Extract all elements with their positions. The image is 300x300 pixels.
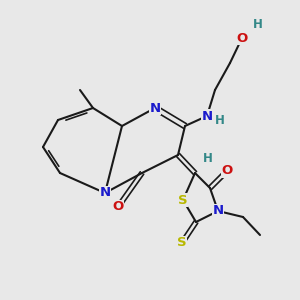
Text: N: N <box>212 205 224 218</box>
Text: S: S <box>178 194 188 206</box>
Text: N: N <box>149 101 161 115</box>
Text: H: H <box>253 19 263 32</box>
Text: N: N <box>201 110 213 122</box>
Text: O: O <box>112 200 124 214</box>
Text: H: H <box>215 115 225 128</box>
Text: N: N <box>99 187 111 200</box>
Text: O: O <box>236 32 247 44</box>
Text: O: O <box>221 164 233 178</box>
Text: S: S <box>177 236 187 250</box>
Text: H: H <box>203 152 213 166</box>
